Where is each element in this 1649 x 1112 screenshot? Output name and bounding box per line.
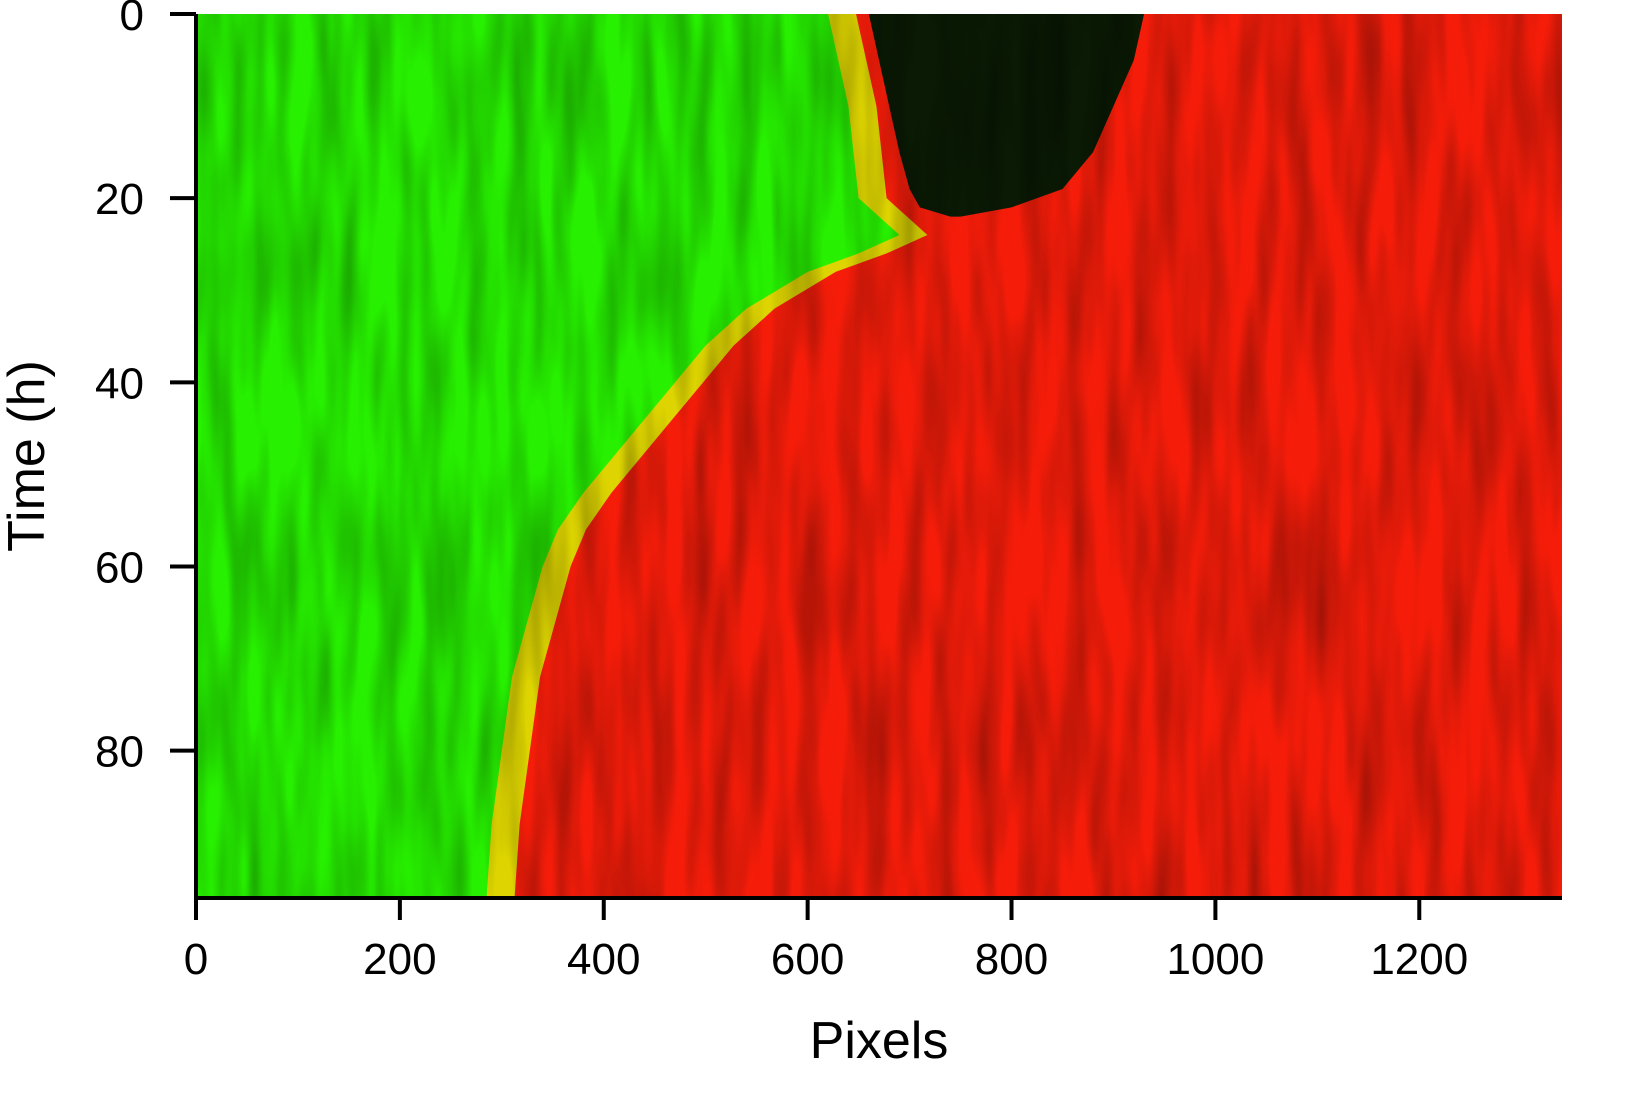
- y-tick-label: 80: [95, 728, 144, 777]
- y-axis-title: Time (h): [0, 360, 56, 552]
- y-tick-label: 60: [95, 544, 144, 593]
- y-tick-label: 20: [95, 175, 144, 224]
- x-axis-ticks: 0 200 400 600 800 1000 1200: [184, 898, 1468, 984]
- x-tick-label: 800: [975, 935, 1048, 984]
- x-tick-label: 200: [363, 935, 436, 984]
- y-tick-label: 0: [120, 0, 144, 40]
- x-tick-label: 1200: [1370, 935, 1468, 984]
- x-axis-title: Pixels: [810, 1012, 949, 1070]
- y-axis-ticks: 0 20 40 60 80: [95, 0, 196, 777]
- heatmap: [196, 14, 1562, 898]
- x-tick-label: 0: [184, 935, 208, 984]
- y-tick-label: 40: [95, 359, 144, 408]
- x-tick-label: 600: [771, 935, 844, 984]
- x-tick-label: 400: [567, 935, 640, 984]
- track-streaks-texture: [196, 14, 1562, 898]
- x-tick-label: 1000: [1166, 935, 1264, 984]
